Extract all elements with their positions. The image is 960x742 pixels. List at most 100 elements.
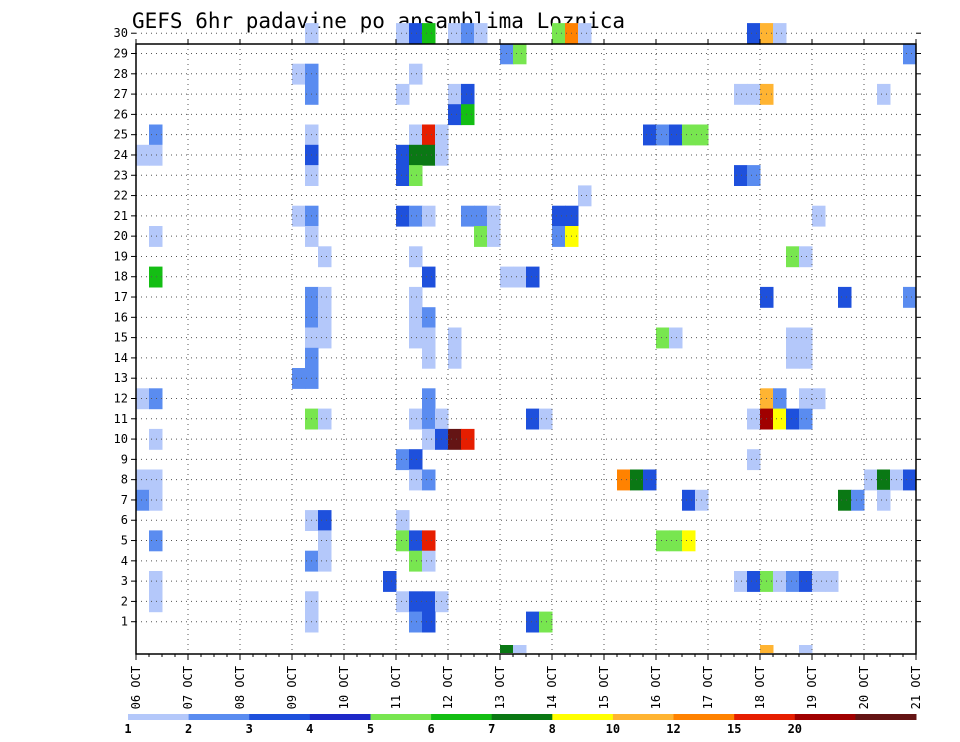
heatmap-cell [539,408,553,430]
heatmap-cell [838,489,852,511]
heatmap-cell [409,327,423,349]
heatmap-cell [799,408,813,430]
heatmap-cell [409,307,423,329]
heatmap-cell [422,469,436,491]
heatmap-cell [409,23,423,44]
heatmap-cell [578,185,592,207]
x-tick-label: 15 OCT [597,666,611,709]
heatmap-cell [734,571,748,592]
heatmap-cell [682,489,696,511]
y-tick-label: 23 [114,168,128,182]
y-tick-label: 4 [121,554,128,568]
heatmap-cell [318,246,332,268]
colorbar-segment [249,714,311,720]
y-tick-label: 3 [121,574,128,588]
heatmap-cell [409,144,423,166]
heatmap-cell [422,408,436,430]
x-tick-label: 21 OCT [909,666,923,709]
heatmap-cell [669,124,683,146]
heatmap-cell [669,327,683,349]
colorbar-label: 1 [124,722,131,736]
y-tick-label: 30 [114,26,128,40]
y-tick-label: 26 [114,107,128,121]
heatmap-cell [487,205,501,227]
heatmap-cell [422,591,436,613]
heatmap-cell [903,286,917,308]
heatmap-cell [422,530,436,552]
heatmap-cell [851,489,865,511]
heatmap-cell [318,286,332,308]
x-tick-label: 07 OCT [181,666,195,709]
colorbar-label: 7 [488,722,495,736]
heatmap-cell [396,23,410,44]
heatmap-cell [877,469,891,491]
heatmap-cell [396,83,410,105]
heatmap-cell [422,550,436,572]
heatmap-cell [734,165,748,186]
heatmap-cell [643,124,657,146]
heatmap-cell [409,246,423,268]
x-tick-label: 06 OCT [129,666,143,709]
heatmap-cell [877,489,891,511]
heatmap-cell [149,428,163,450]
y-tick-label: 7 [121,493,128,507]
heatmap-cell [422,428,436,450]
heatmap-cell [448,327,462,349]
heatmap-cell [136,388,150,410]
colorbar-segment [794,714,856,720]
heatmap-cells [136,23,917,653]
x-tick-label: 08 OCT [233,666,247,709]
heatmap-cell [773,408,787,430]
heatmap-cell [409,550,423,572]
heatmap-cell [474,23,488,44]
heatmap-cell [422,205,436,227]
x-tick-label: 17 OCT [701,666,715,709]
heatmap-cell [149,571,163,592]
heatmap-cell [669,530,683,552]
x-tick-label: 19 OCT [805,666,819,709]
heatmap-cell [149,591,163,613]
heatmap-cell [461,428,475,450]
y-tick-label: 5 [121,534,128,548]
y-tick-label: 25 [114,128,128,142]
colorbar-segment [309,714,371,720]
heatmap-cell [149,530,163,552]
heatmap-cell [396,165,410,186]
heatmap-cell [396,205,410,227]
heatmap-cell [396,449,410,471]
heatmap-cell [656,327,670,349]
heatmap-cell [513,43,527,65]
x-tick-label: 18 OCT [753,666,767,709]
heatmap-cell [422,144,436,166]
heatmap-cell [422,611,436,633]
colorbar-label: 3 [246,722,253,736]
x-tick-label: 20 OCT [857,666,871,709]
heatmap-cell [409,205,423,227]
heatmap-cell [773,23,787,44]
heatmap-cell [448,83,462,105]
heatmap-cell [578,23,592,44]
heatmap-cell [877,83,891,105]
heatmap-cell [799,571,813,592]
heatmap-cell [513,645,527,653]
heatmap-cell [838,286,852,308]
colorbar-label: 6 [427,722,434,736]
colorbar-segment [188,714,250,720]
y-tick-label: 6 [121,513,128,527]
heatmap-cell [903,469,917,491]
x-tick-label: 11 OCT [389,666,403,709]
y-tick-label: 10 [114,432,128,446]
y-tick-label: 14 [114,351,128,365]
heatmap-cell [864,469,878,491]
heatmap-cell [409,408,423,430]
colorbar-label: 10 [606,722,620,736]
heatmap-cell [383,571,397,592]
heatmap-cell [747,408,761,430]
heatmap-cell [474,226,488,247]
heatmap-cell [773,388,787,410]
heatmap-cell [747,83,761,105]
colorbar-segment [673,714,735,720]
heatmap-cell [799,347,813,369]
y-tick-label: 19 [114,249,128,263]
heatmap-cell [422,23,436,44]
